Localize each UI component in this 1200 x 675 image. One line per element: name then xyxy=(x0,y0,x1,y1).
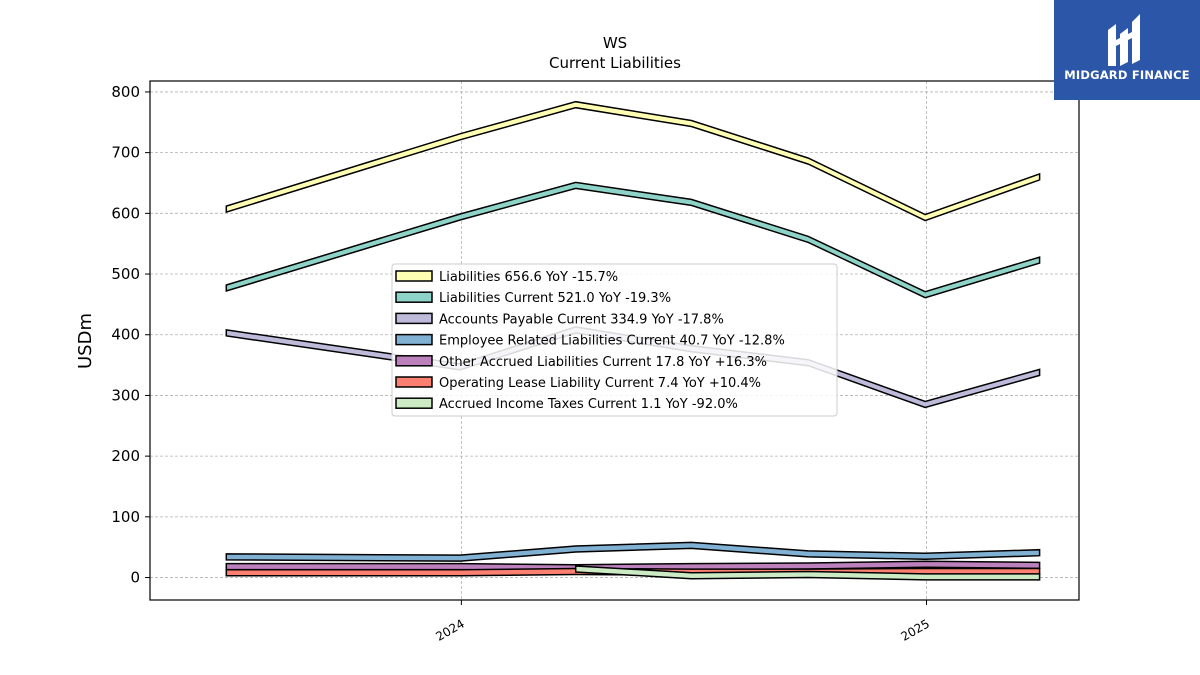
logo-mark-icon xyxy=(1108,14,1140,66)
legend-entry: Accounts Payable Current 334.9 YoY -17.8… xyxy=(439,312,724,327)
legend: Liabilities 656.6 YoY -15.7% Liabilities … xyxy=(391,263,838,417)
axes: 0 100 200 300 400 500 600 700 800 2024 2025 xyxy=(111,80,1080,644)
series-layer xyxy=(225,100,1041,581)
y-tick-label: 100 xyxy=(111,508,140,526)
y-tick-label: 700 xyxy=(111,144,140,162)
legend-entry: Other Accrued Liabilities Current 17.8 Y… xyxy=(439,355,767,370)
midgard-finance-logo: MIDGARD FINANCE xyxy=(1054,0,1200,100)
series-band-accrued-income-taxes-current xyxy=(574,565,1041,581)
series-band-employee-related-liabilities-current xyxy=(225,541,1041,562)
legend-entry: Accrued Income Taxes Current 1.1 YoY -92… xyxy=(439,397,738,412)
grid-lines xyxy=(150,81,1079,600)
x-tick-label: 2024 xyxy=(433,616,466,643)
legend-entry: Employee Related Liabilities Current 40.… xyxy=(439,334,785,349)
legend-swatch xyxy=(395,312,433,325)
x-tick-label: 2025 xyxy=(899,616,932,643)
legend-swatch xyxy=(395,291,433,303)
series-band-liabilities-current xyxy=(225,181,1041,299)
y-tick-label: 0 xyxy=(130,569,140,587)
chart-subtitle: Current Liabilities xyxy=(549,54,681,72)
y-tick-label: 500 xyxy=(111,265,140,283)
legend-swatch xyxy=(395,355,433,367)
legend-entry: Liabilities 656.6 YoY -15.7% xyxy=(439,270,618,285)
legend-swatch xyxy=(395,397,433,409)
y-tick-label: 800 xyxy=(111,83,140,101)
y-tick-label: 400 xyxy=(111,326,140,344)
legend-entry: Liabilities Current 521.0 YoY -19.3% xyxy=(439,291,671,306)
legend-box xyxy=(391,263,838,417)
y-tick-label: 300 xyxy=(111,386,140,404)
y-tick-label: 600 xyxy=(111,204,140,222)
y-axis-label: USDm xyxy=(75,313,96,369)
legend-entry: Operating Lease Liability Current 7.4 Yo… xyxy=(439,376,761,391)
legend-swatch xyxy=(395,270,433,282)
series-band-liabilities xyxy=(225,100,1041,222)
logo-text: MIDGARD FINANCE xyxy=(1064,68,1190,82)
chart-title: WS xyxy=(603,34,627,52)
legend-swatch xyxy=(395,376,433,388)
legend-swatch xyxy=(395,333,433,346)
plot-frame xyxy=(149,80,1080,601)
y-tick-label: 200 xyxy=(111,447,140,465)
